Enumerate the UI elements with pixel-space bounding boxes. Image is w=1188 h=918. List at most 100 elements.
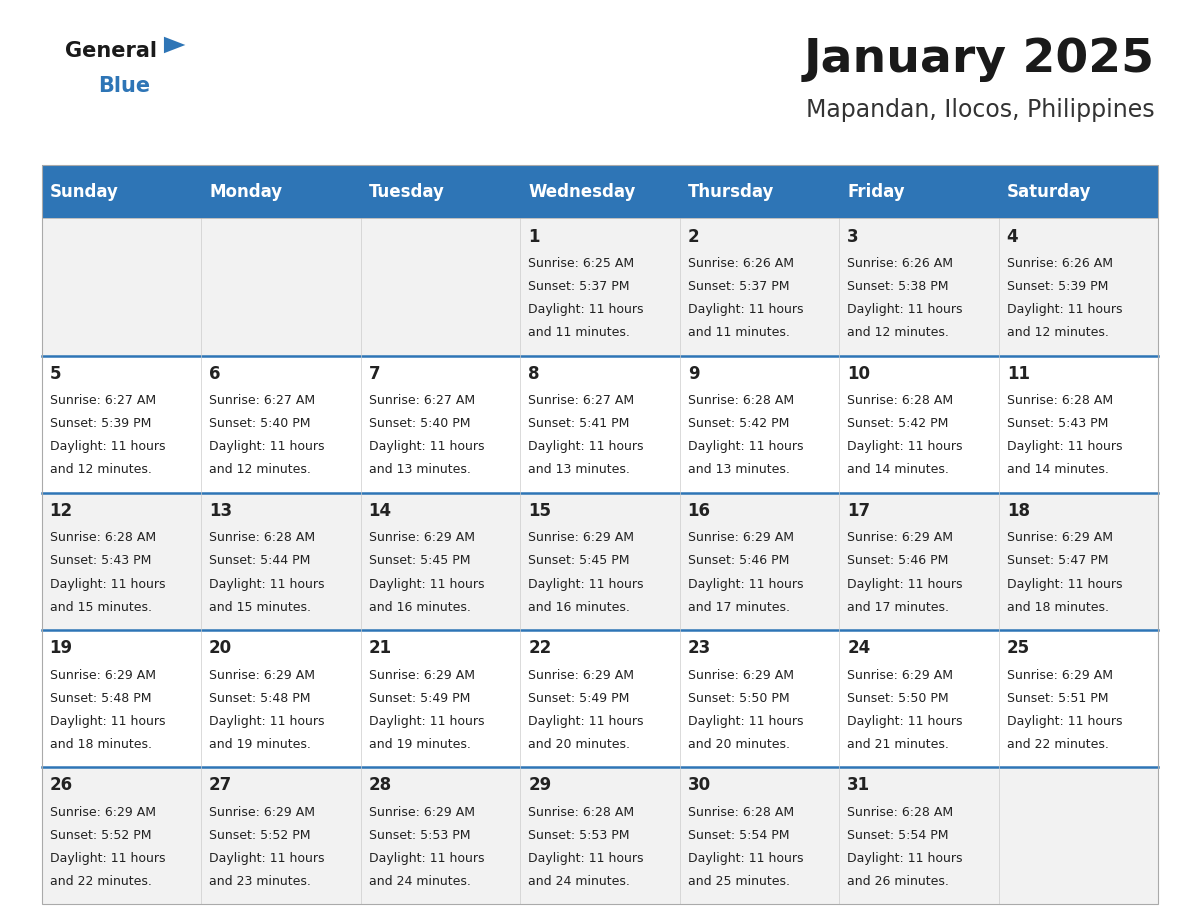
Text: Sunset: 5:47 PM: Sunset: 5:47 PM [1006,554,1108,567]
Bar [839,218,999,355]
Text: Sunset: 5:52 PM: Sunset: 5:52 PM [209,829,310,842]
Text: 2: 2 [688,228,700,246]
Text: Sunset: 5:53 PM: Sunset: 5:53 PM [368,829,470,842]
Text: Sunset: 5:49 PM: Sunset: 5:49 PM [368,691,470,705]
Text: Sunset: 5:50 PM: Sunset: 5:50 PM [847,691,949,705]
Text: Thursday: Thursday [688,183,775,201]
Text: Sunrise: 6:28 AM: Sunrise: 6:28 AM [847,395,953,408]
Text: Sunrise: 6:29 AM: Sunrise: 6:29 AM [688,532,794,544]
Text: Sunrise: 6:29 AM: Sunrise: 6:29 AM [529,532,634,544]
Text: Sunrise: 6:29 AM: Sunrise: 6:29 AM [368,668,475,681]
Text: and 26 minutes.: and 26 minutes. [847,875,949,888]
Text: Tuesday: Tuesday [368,183,444,201]
Text: Sunrise: 6:26 AM: Sunrise: 6:26 AM [847,257,953,270]
Text: and 13 minutes.: and 13 minutes. [688,464,790,476]
Text: Sunset: 5:43 PM: Sunset: 5:43 PM [1006,418,1108,431]
Text: Daylight: 11 hours: Daylight: 11 hours [368,852,485,865]
Text: Sunset: 5:48 PM: Sunset: 5:48 PM [209,691,310,705]
Text: Sunset: 5:54 PM: Sunset: 5:54 PM [688,829,789,842]
Text: Daylight: 11 hours: Daylight: 11 hours [1006,577,1123,590]
Text: 15: 15 [529,502,551,520]
Text: Daylight: 11 hours: Daylight: 11 hours [688,715,803,728]
Bar [361,630,520,767]
Text: 4: 4 [1006,228,1018,246]
Bar [42,165,201,218]
Text: Sunday: Sunday [50,183,119,201]
Text: Daylight: 11 hours: Daylight: 11 hours [529,852,644,865]
Text: Daylight: 11 hours: Daylight: 11 hours [847,577,962,590]
Bar [201,218,361,355]
Text: Wednesday: Wednesday [529,183,636,201]
Text: and 22 minutes.: and 22 minutes. [1006,738,1108,751]
Text: Sunrise: 6:29 AM: Sunrise: 6:29 AM [209,806,315,819]
Bar [42,767,201,904]
Bar [680,218,839,355]
Text: Sunset: 5:54 PM: Sunset: 5:54 PM [847,829,949,842]
Text: Sunset: 5:53 PM: Sunset: 5:53 PM [529,829,630,842]
Polygon shape [164,37,185,53]
Text: and 24 minutes.: and 24 minutes. [368,875,470,888]
Text: 6: 6 [209,364,221,383]
Bar [680,493,839,630]
Text: Sunset: 5:37 PM: Sunset: 5:37 PM [688,280,789,293]
Text: Sunrise: 6:29 AM: Sunrise: 6:29 AM [209,668,315,681]
Bar [520,165,680,218]
Text: and 18 minutes.: and 18 minutes. [1006,600,1108,613]
Bar [839,355,999,493]
Text: Daylight: 11 hours: Daylight: 11 hours [209,715,324,728]
Text: and 22 minutes.: and 22 minutes. [50,875,151,888]
Bar [999,630,1158,767]
Text: Sunset: 5:45 PM: Sunset: 5:45 PM [529,554,630,567]
Text: 22: 22 [529,639,551,657]
Text: Sunset: 5:43 PM: Sunset: 5:43 PM [50,554,151,567]
Text: Sunrise: 6:26 AM: Sunrise: 6:26 AM [688,257,794,270]
Text: and 12 minutes.: and 12 minutes. [1006,326,1108,340]
Bar [520,493,680,630]
Text: Daylight: 11 hours: Daylight: 11 hours [529,303,644,316]
Text: and 14 minutes.: and 14 minutes. [847,464,949,476]
Bar [520,218,680,355]
Text: Sunrise: 6:29 AM: Sunrise: 6:29 AM [847,532,953,544]
Text: 9: 9 [688,364,700,383]
Text: 1: 1 [529,228,539,246]
Text: and 25 minutes.: and 25 minutes. [688,875,790,888]
Text: 25: 25 [1006,639,1030,657]
Text: Sunset: 5:45 PM: Sunset: 5:45 PM [368,554,470,567]
Text: Daylight: 11 hours: Daylight: 11 hours [50,715,165,728]
Text: Sunset: 5:39 PM: Sunset: 5:39 PM [50,418,151,431]
Bar [201,165,361,218]
Text: Daylight: 11 hours: Daylight: 11 hours [529,715,644,728]
Text: Daylight: 11 hours: Daylight: 11 hours [688,577,803,590]
Bar [839,767,999,904]
Text: and 16 minutes.: and 16 minutes. [368,600,470,613]
Text: Daylight: 11 hours: Daylight: 11 hours [368,577,485,590]
Text: and 13 minutes.: and 13 minutes. [368,464,470,476]
Text: Daylight: 11 hours: Daylight: 11 hours [688,852,803,865]
Text: 17: 17 [847,502,871,520]
Text: and 15 minutes.: and 15 minutes. [209,600,311,613]
Text: Sunrise: 6:29 AM: Sunrise: 6:29 AM [50,668,156,681]
Text: January 2025: January 2025 [804,37,1155,82]
Text: 8: 8 [529,364,539,383]
Text: Sunrise: 6:28 AM: Sunrise: 6:28 AM [50,532,156,544]
Text: and 12 minutes.: and 12 minutes. [50,464,151,476]
Bar [520,767,680,904]
Bar [680,767,839,904]
Text: and 11 minutes.: and 11 minutes. [688,326,790,340]
Text: Daylight: 11 hours: Daylight: 11 hours [688,303,803,316]
Text: Monday: Monday [209,183,283,201]
Bar [839,165,999,218]
Text: and 11 minutes.: and 11 minutes. [529,326,630,340]
Text: 23: 23 [688,639,710,657]
Text: 21: 21 [368,639,392,657]
Bar [520,630,680,767]
Text: and 14 minutes.: and 14 minutes. [1006,464,1108,476]
Text: Mapandan, Ilocos, Philippines: Mapandan, Ilocos, Philippines [807,98,1155,122]
Text: 29: 29 [529,777,551,794]
Text: and 24 minutes.: and 24 minutes. [529,875,630,888]
Text: Daylight: 11 hours: Daylight: 11 hours [847,715,962,728]
Bar [201,493,361,630]
Text: Sunrise: 6:29 AM: Sunrise: 6:29 AM [688,668,794,681]
Text: Sunrise: 6:29 AM: Sunrise: 6:29 AM [1006,532,1113,544]
Bar [999,355,1158,493]
